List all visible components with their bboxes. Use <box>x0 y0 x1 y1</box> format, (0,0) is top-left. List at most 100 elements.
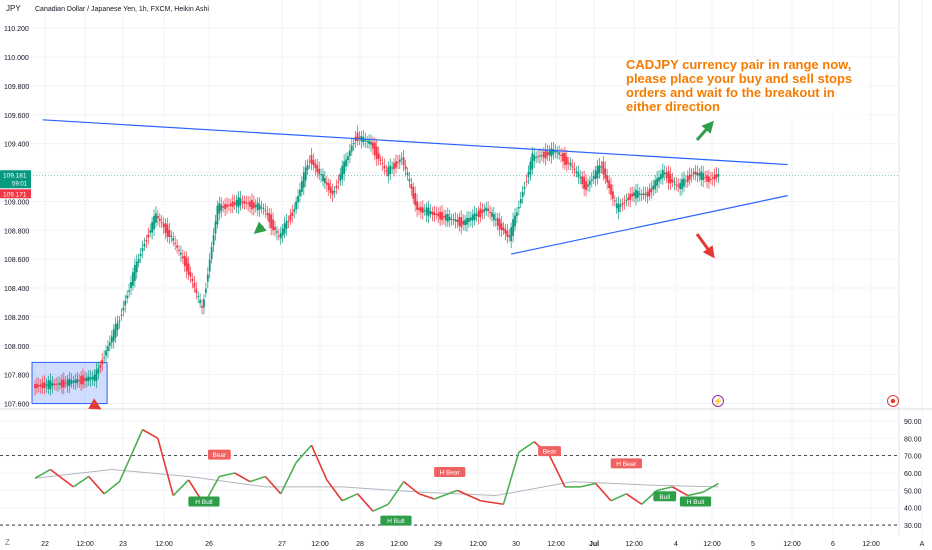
candle <box>80 376 82 385</box>
candle <box>412 187 415 199</box>
candle <box>224 203 226 210</box>
candle <box>406 172 409 176</box>
candle <box>339 173 342 181</box>
event-icons: ⚡ <box>712 395 899 407</box>
osc-segment <box>295 444 313 464</box>
candle <box>254 204 257 208</box>
candle <box>617 203 620 213</box>
candle <box>533 154 536 161</box>
candle <box>203 299 205 308</box>
candle <box>502 227 505 231</box>
time-tick-label: 27 <box>278 541 286 548</box>
arrows <box>88 120 715 410</box>
candle <box>667 171 670 183</box>
candle <box>120 314 123 316</box>
candle <box>717 174 720 177</box>
candle <box>266 212 269 216</box>
candle <box>57 383 59 385</box>
candle <box>500 223 503 230</box>
candle <box>402 157 405 166</box>
candle <box>249 201 251 207</box>
candle <box>329 186 332 193</box>
candle <box>473 212 476 220</box>
candle <box>130 282 132 289</box>
price-tick-label: 108.400 <box>4 286 29 293</box>
candle <box>627 197 630 200</box>
osc-segment <box>548 455 566 488</box>
candle <box>441 211 443 221</box>
candle <box>425 207 428 216</box>
arrow-small-icon <box>253 221 267 234</box>
osc-segment <box>103 481 120 495</box>
candle <box>370 141 372 145</box>
candle <box>510 227 513 242</box>
flag-icon[interactable] <box>887 395 899 407</box>
time-tick-label: 12:00 <box>783 541 801 548</box>
candle <box>694 171 697 175</box>
time-tick-label: 12:00 <box>76 541 94 548</box>
candle <box>172 237 175 241</box>
candle <box>229 203 232 207</box>
candle <box>529 161 532 175</box>
label-text: H Bull <box>687 499 705 506</box>
price-tick-label: 108.800 <box>4 228 29 235</box>
osc-segment <box>34 468 51 479</box>
candle <box>108 342 111 346</box>
price-tick-label: 109.000 <box>4 199 29 206</box>
candle <box>372 142 374 149</box>
candle <box>170 235 173 237</box>
osc-label-bull: H Bull <box>188 496 220 507</box>
candle <box>489 211 491 213</box>
candle <box>107 346 109 351</box>
price-tick-label: 109.800 <box>4 84 29 91</box>
candle <box>97 368 100 374</box>
candle <box>325 182 328 185</box>
candle <box>300 181 303 192</box>
candle <box>669 174 672 184</box>
candle <box>53 383 56 385</box>
time-tick-label: 12:00 <box>547 541 565 548</box>
time-tick-label: 30 <box>512 541 520 548</box>
candle <box>492 213 495 221</box>
candle <box>64 382 67 384</box>
candle <box>635 189 637 199</box>
corner-label[interactable]: Z <box>5 538 10 547</box>
candle <box>391 167 394 169</box>
candle <box>272 219 274 231</box>
candle <box>684 180 687 182</box>
candle <box>642 193 645 195</box>
candle <box>302 172 305 188</box>
osc-segment <box>310 444 328 481</box>
candle <box>59 382 61 385</box>
candle <box>252 202 255 209</box>
candle <box>612 191 614 199</box>
candle <box>410 184 413 189</box>
candle <box>137 259 140 263</box>
osc-tick-label: 70.00 <box>904 454 922 461</box>
lightning-icon[interactable]: ⚡ <box>712 395 724 407</box>
candle <box>698 173 701 177</box>
arrow-up-icon-head <box>701 120 714 134</box>
candle <box>468 218 470 222</box>
candle <box>99 365 102 368</box>
candle <box>435 213 438 215</box>
label-box <box>653 491 677 502</box>
candle <box>283 223 286 234</box>
candle <box>485 207 488 211</box>
label-box <box>380 515 412 526</box>
candle <box>149 230 152 233</box>
candle <box>517 206 520 209</box>
candle <box>295 201 298 210</box>
candle <box>615 203 618 209</box>
candle <box>648 189 651 197</box>
candle <box>408 178 411 182</box>
price-tick-label: 110.000 <box>4 55 29 62</box>
candle <box>133 265 136 281</box>
candle <box>569 163 572 166</box>
candle <box>37 385 40 387</box>
candle <box>191 278 194 282</box>
osc-segment <box>341 493 358 502</box>
osc-segment <box>580 482 596 488</box>
label-text: H Bull <box>195 499 213 506</box>
trendline-upper <box>42 119 788 166</box>
